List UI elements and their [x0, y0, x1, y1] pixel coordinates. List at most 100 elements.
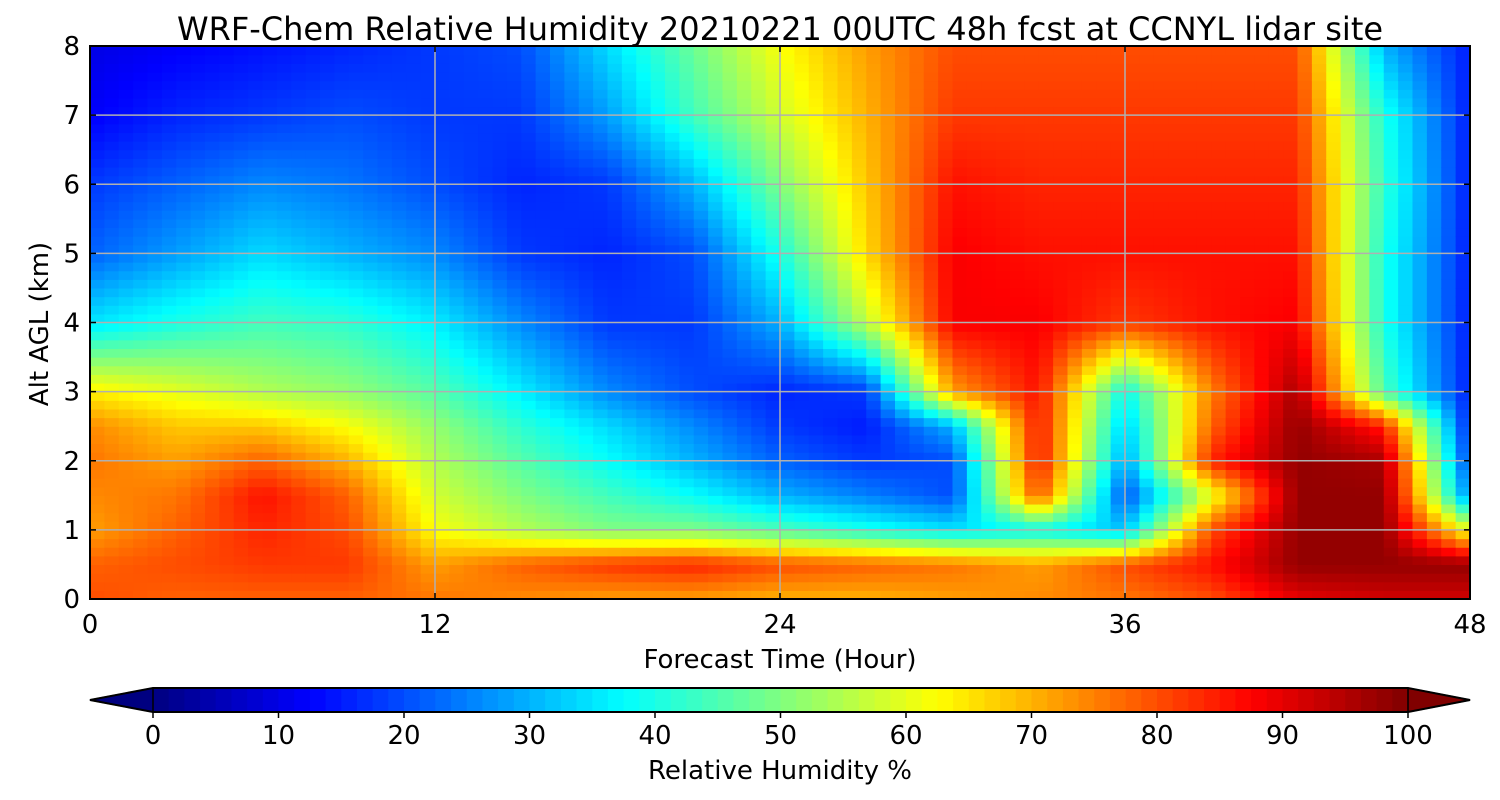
- heatmap-cell: [291, 305, 307, 315]
- heatmap-cell: [1110, 348, 1126, 358]
- heatmap-cell: [808, 149, 824, 159]
- heatmap-cell: [133, 503, 149, 514]
- heatmap-cell: [219, 253, 235, 263]
- heatmap-cell: [435, 426, 450, 436]
- heatmap-cell: [478, 382, 494, 393]
- heatmap-cell: [736, 262, 752, 272]
- heatmap-cell: [1153, 382, 1169, 393]
- heatmap-cell: [1024, 296, 1040, 306]
- heatmap-cell: [291, 210, 307, 220]
- heatmap-cell: [736, 54, 752, 64]
- heatmap-cell: [363, 469, 379, 479]
- heatmap-cell: [391, 564, 407, 574]
- heatmap-cell: [1096, 538, 1112, 548]
- heatmap-cell: [1038, 305, 1054, 315]
- heatmap-cell: [1153, 97, 1169, 108]
- heatmap-cell: [435, 184, 450, 194]
- heatmap-cell: [233, 54, 249, 64]
- heatmap-cell: [1211, 590, 1227, 600]
- heatmap-cell: [190, 141, 206, 151]
- heatmap-cell: [1139, 184, 1155, 194]
- heatmap-cell: [1125, 262, 1140, 272]
- heatmap-cell: [406, 227, 422, 237]
- heatmap-cell: [219, 331, 235, 341]
- heatmap-cell: [535, 512, 551, 522]
- heatmap-cell: [966, 374, 982, 384]
- heatmap-cell: [1168, 184, 1184, 194]
- heatmap-cell: [104, 80, 120, 90]
- heatmap-cell: [736, 287, 752, 298]
- heatmap-cell: [291, 391, 307, 401]
- heatmap-cell: [147, 348, 163, 358]
- heatmap-cell: [1110, 184, 1126, 194]
- heatmap-cell: [363, 89, 379, 99]
- heatmap-cell: [866, 46, 882, 56]
- heatmap-cell: [391, 305, 407, 315]
- heatmap-cell: [176, 46, 192, 56]
- heatmap-cell: [1110, 71, 1126, 82]
- heatmap-cell: [521, 244, 537, 254]
- heatmap-cell: [1182, 521, 1198, 531]
- heatmap-cell: [147, 365, 163, 375]
- heatmap-cell: [233, 547, 249, 557]
- heatmap-cell: [1081, 296, 1097, 306]
- heatmap-cell: [679, 365, 695, 375]
- heatmap-cell: [823, 106, 839, 116]
- heatmap-cell: [348, 166, 364, 177]
- heatmap-cell: [190, 262, 206, 272]
- heatmap-cell: [1053, 236, 1069, 246]
- heatmap-cell: [1110, 357, 1126, 367]
- heatmap-cell: [262, 469, 278, 479]
- heatmap-cell: [693, 97, 709, 108]
- heatmap-cell: [880, 201, 896, 211]
- heatmap-cell: [880, 382, 896, 393]
- heatmap-cell: [895, 382, 910, 393]
- heatmap-cell: [1168, 305, 1184, 315]
- heatmap-cell: [593, 339, 609, 350]
- heatmap-cell: [90, 132, 105, 142]
- heatmap-cell: [837, 443, 853, 453]
- heatmap-cell: [636, 175, 652, 185]
- heatmap-cell: [305, 227, 321, 237]
- heatmap-cell: [866, 555, 882, 566]
- heatmap-cell: [650, 391, 666, 401]
- heatmap-cell: [981, 581, 997, 591]
- heatmap-cell: [276, 521, 292, 531]
- heatmap-cell: [1053, 46, 1069, 56]
- heatmap-cell: [665, 227, 680, 237]
- heatmap-cell: [607, 184, 623, 194]
- heatmap-cell: [478, 391, 494, 401]
- heatmap-cell: [851, 115, 867, 125]
- heatmap-cell: [219, 201, 235, 211]
- heatmap-cell: [391, 573, 407, 583]
- heatmap-cell: [564, 581, 580, 591]
- heatmap-cell: [636, 123, 652, 134]
- heatmap-cell: [578, 279, 594, 289]
- heatmap-cell: [578, 538, 594, 548]
- heatmap-cell: [895, 244, 910, 254]
- heatmap-cell: [1125, 201, 1140, 211]
- heatmap-cell: [1182, 374, 1198, 384]
- heatmap-cell: [1168, 538, 1184, 548]
- heatmap-cell: [966, 434, 982, 445]
- heatmap-cell: [262, 486, 278, 496]
- heatmap-cell: [478, 71, 494, 82]
- heatmap-cell: [665, 590, 680, 600]
- heatmap-cell: [276, 434, 292, 445]
- heatmap-cell: [363, 529, 379, 540]
- chart-title: WRF-Chem Relative Humidity 20210221 00UT…: [177, 10, 1383, 48]
- heatmap-cell: [808, 115, 824, 125]
- heatmap-cell: [1010, 175, 1025, 185]
- heatmap-cell: [578, 408, 594, 419]
- heatmap-cell: [478, 63, 494, 73]
- heatmap-cell: [851, 296, 867, 306]
- heatmap-cell: [593, 452, 609, 462]
- heatmap-cell: [607, 106, 623, 116]
- heatmap-cell: [1067, 348, 1083, 358]
- heatmap-cell: [1182, 434, 1198, 445]
- heatmap-cell: [320, 547, 335, 557]
- heatmap-cell: [981, 426, 997, 436]
- heatmap-cell: [722, 89, 738, 99]
- heatmap-cell: [636, 201, 652, 211]
- heatmap-cell: [233, 348, 249, 358]
